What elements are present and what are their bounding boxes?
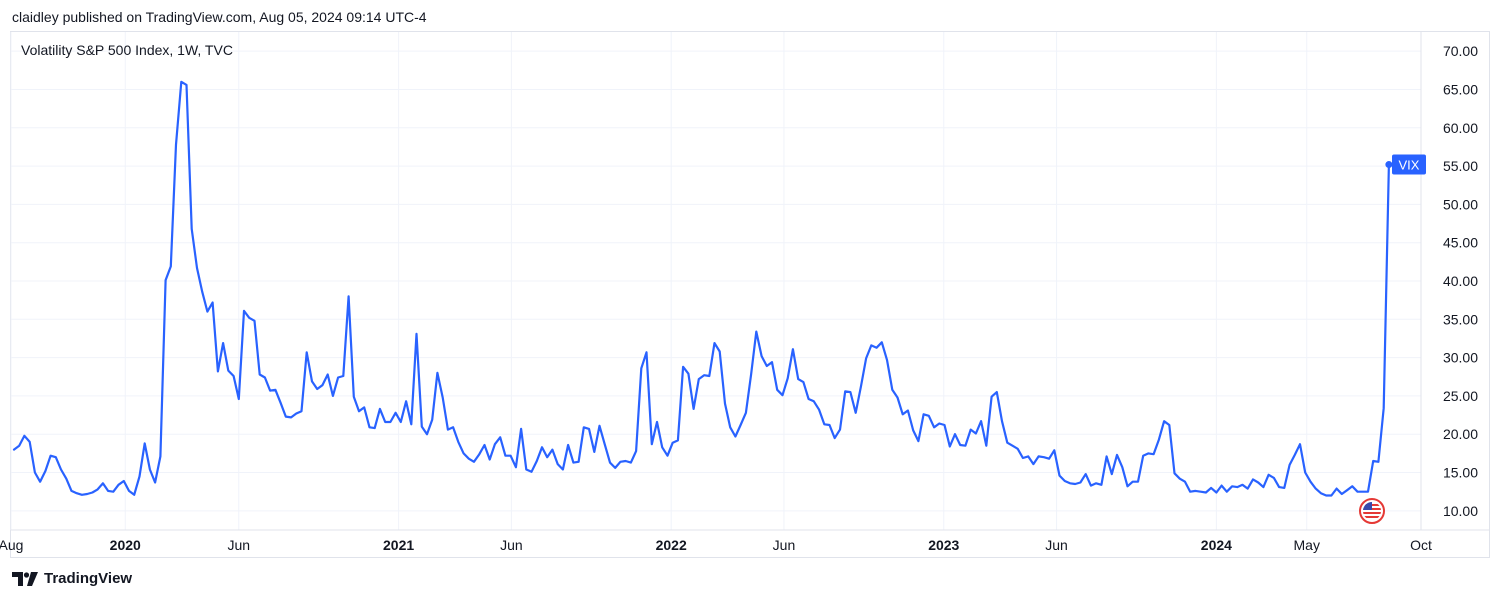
publisher-line: claidley published on TradingView.com, A… [12, 9, 427, 25]
y-tick-label: 55.00 [1443, 158, 1478, 174]
x-tick-label: Jun [773, 537, 796, 553]
y-tick-label: 40.00 [1443, 273, 1478, 289]
grid-lines [10, 32, 1422, 530]
last-value-badge-label: VIX [1399, 158, 1420, 173]
x-tick-label: Jun [1045, 537, 1068, 553]
footer-brand[interactable]: TradingView [12, 570, 132, 587]
y-tick-label: 25.00 [1443, 388, 1478, 404]
last-value-badge: VIX [1392, 154, 1426, 175]
flag-body [1363, 502, 1381, 520]
y-tick-label: 45.00 [1443, 235, 1478, 251]
chart-title: Volatility S&P 500 Index, 1W, TVC [21, 42, 233, 58]
y-tick-label: 70.00 [1443, 43, 1478, 59]
series-line-vix [12, 80, 1390, 497]
tradingview-logo-icon [12, 571, 38, 586]
y-tick-label: 15.00 [1443, 465, 1478, 481]
us-flag-icon[interactable] [1359, 498, 1385, 524]
y-tick-label: 35.00 [1443, 311, 1478, 327]
price-axis[interactable]: 10.00 15.00 20.00 25.00 30.00 35.00 40.00 45.00… [1443, 43, 1478, 519]
y-tick-label: 30.00 [1443, 350, 1478, 366]
x-tick-label: Jun [227, 537, 250, 553]
x-tick-label: 2023 [928, 537, 959, 553]
x-tick-label: Aug [0, 537, 23, 553]
y-tick-label: 65.00 [1443, 81, 1478, 97]
last-point-marker [1385, 161, 1393, 169]
y-tick-label: 50.00 [1443, 196, 1478, 212]
time-axis[interactable]: Aug 2020 Jun 2021 Jun 2022 Jun 2023 Jun 2024 May Oc… [0, 537, 1432, 553]
last-value-badge-bg [1392, 154, 1426, 175]
x-tick-label: Oct [1410, 537, 1432, 553]
x-tick-label: May [1294, 537, 1320, 553]
x-tick-label: 2021 [383, 537, 414, 553]
vix-line-chart[interactable]: 10.00 15.00 20.00 25.00 30.00 35.00 40.00 45.00… [0, 0, 1500, 560]
y-tick-label: 20.00 [1443, 426, 1478, 442]
x-tick-label: 2020 [110, 537, 141, 553]
y-tick-label: 60.00 [1443, 120, 1478, 136]
brand-name: TradingView [44, 570, 133, 587]
y-tick-label: 10.00 [1443, 503, 1478, 519]
x-tick-label: 2022 [656, 537, 687, 553]
x-tick-label: 2024 [1201, 537, 1232, 553]
x-tick-label: Jun [500, 537, 523, 553]
